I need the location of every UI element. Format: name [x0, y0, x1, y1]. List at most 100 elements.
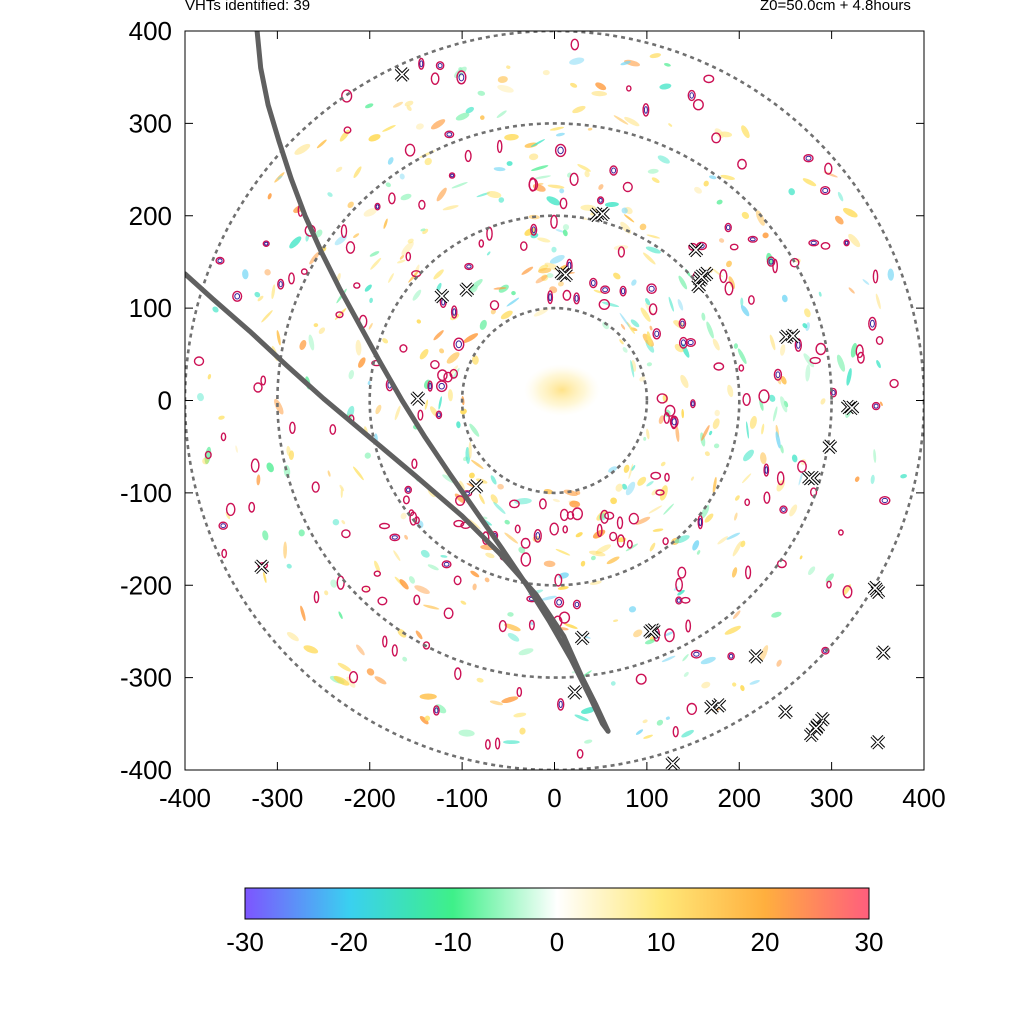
contour-ring-inner	[434, 707, 439, 714]
axes: -400 -300 -200 -100 0 100 200 300 400 -400 -300 -20…	[120, 16, 946, 813]
field-blob	[394, 405, 401, 421]
field-blob	[646, 362, 652, 367]
contour-ring	[692, 98, 704, 111]
field-blob	[442, 205, 459, 211]
field-blob	[507, 612, 514, 617]
contour-ring	[569, 172, 579, 187]
field-blob	[450, 313, 460, 321]
field-blob	[668, 123, 673, 127]
vht-marker	[434, 288, 450, 304]
field-blob	[646, 234, 661, 239]
vht-marker	[785, 328, 801, 344]
contour-ring	[570, 38, 580, 51]
field-blob	[339, 484, 345, 492]
field-blob	[286, 445, 291, 457]
contour-ring	[820, 185, 831, 195]
contour-ring-inner	[466, 264, 472, 269]
field-blob	[759, 645, 769, 662]
contour-ring	[405, 251, 412, 262]
contour-ring	[220, 432, 227, 442]
contour-ring	[727, 652, 735, 661]
field-blob	[780, 376, 787, 385]
field-blob	[598, 184, 604, 190]
field-blob	[412, 289, 422, 301]
contour-ring-inner	[234, 293, 241, 300]
contour-ring-inner	[557, 146, 564, 155]
field-blob	[681, 408, 685, 419]
contour-ring-inner	[574, 601, 580, 608]
contour-ring	[742, 393, 751, 407]
field-blob	[439, 348, 445, 354]
field-blob	[635, 516, 651, 525]
field-blob	[504, 623, 521, 632]
field-blob	[704, 451, 710, 457]
field-blob	[620, 323, 626, 330]
contour-ring-inner	[220, 523, 226, 529]
field-blob	[387, 157, 394, 165]
field-blob	[458, 67, 463, 72]
contour-ring	[559, 508, 569, 522]
contour-ring-inner	[873, 403, 879, 409]
contour-ring	[464, 149, 472, 163]
field-blob	[646, 428, 650, 440]
field-blob	[271, 284, 276, 300]
contour-ring	[218, 521, 228, 530]
contour-ring-inner	[391, 535, 398, 540]
field-blob	[507, 632, 520, 642]
contour-ring-inner	[437, 412, 441, 418]
contour-ring	[719, 269, 728, 284]
contour-ring	[598, 299, 610, 311]
contour-ring	[711, 132, 722, 144]
contour-ring	[335, 311, 344, 319]
field-blob	[700, 656, 716, 665]
field-blob	[781, 294, 788, 303]
field-blob	[873, 449, 877, 463]
contour-ring	[409, 511, 418, 526]
field-blob	[546, 196, 561, 206]
field-blob	[762, 232, 769, 239]
field-blob	[837, 191, 844, 202]
contour-ring	[486, 226, 493, 241]
field-blob	[264, 269, 271, 276]
contour-ring-inner	[443, 561, 450, 567]
contour-ring	[576, 749, 584, 759]
contour-ring-inner	[375, 204, 380, 209]
contour-ring	[589, 277, 598, 289]
contour-ring	[650, 471, 662, 480]
field-blob	[732, 682, 737, 687]
field-blob	[382, 338, 389, 344]
contour-ring-inner	[869, 319, 875, 328]
field-blob	[613, 272, 621, 280]
vht-marker	[778, 704, 793, 720]
field-blob	[347, 201, 354, 208]
contour-ring	[685, 619, 692, 633]
contour-ring-inner	[406, 487, 411, 493]
field-blob	[528, 153, 539, 161]
contour-ring	[690, 649, 703, 659]
field-blob	[701, 681, 711, 689]
field-blob	[769, 334, 776, 351]
field-blob	[498, 197, 505, 203]
contour-ring	[361, 585, 371, 593]
field-blob	[469, 423, 480, 437]
field-blob	[537, 237, 551, 243]
contour-ring-inner	[438, 382, 445, 390]
field-blob	[535, 275, 548, 284]
vht-marker	[748, 649, 764, 664]
y-tick-label: 100	[129, 293, 172, 323]
vht-marker	[468, 479, 484, 494]
vht-marker	[840, 399, 856, 415]
field-blob	[592, 529, 606, 539]
field-blob	[584, 739, 593, 744]
field-blob	[393, 550, 401, 561]
vht-marker	[595, 206, 610, 222]
contour-ring	[311, 481, 320, 493]
field-blob	[449, 365, 459, 376]
contour-ring	[820, 241, 831, 250]
field-blob	[604, 201, 619, 208]
contour-ring-inner	[419, 60, 424, 68]
field-blob	[513, 712, 527, 718]
field-blob	[471, 459, 484, 469]
contour-ring	[889, 378, 899, 389]
range-ring	[368, 214, 741, 587]
